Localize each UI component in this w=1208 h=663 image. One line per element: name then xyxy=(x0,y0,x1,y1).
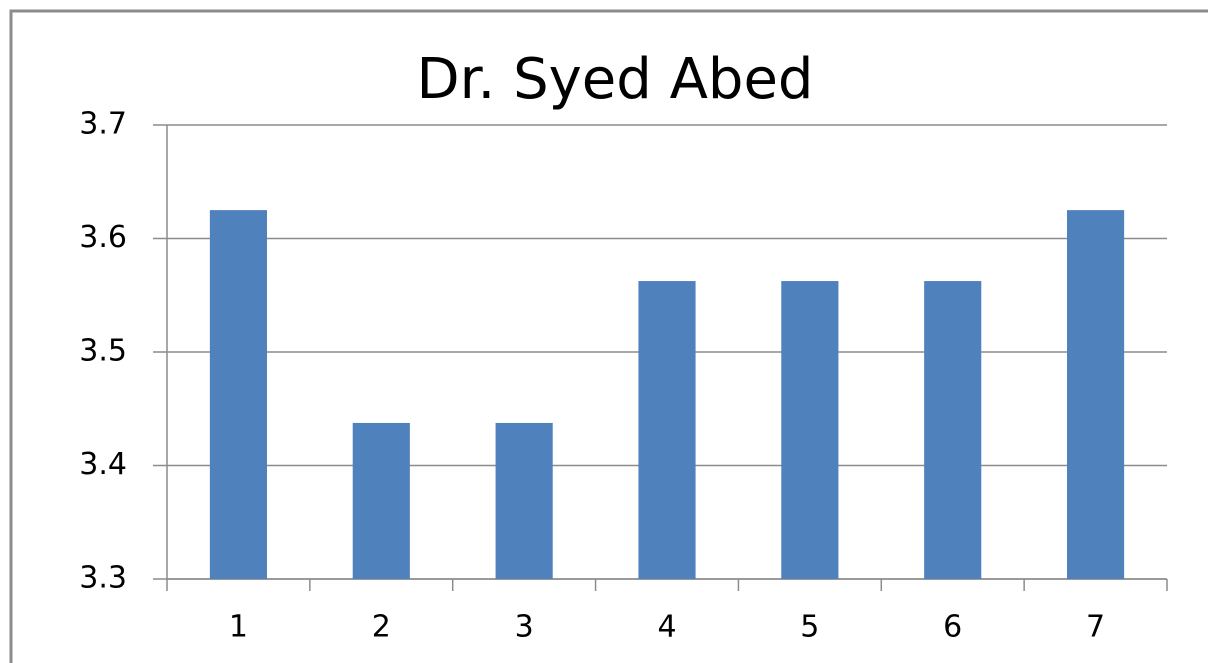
x-tick-label: 2 xyxy=(372,610,391,645)
bar xyxy=(209,210,267,579)
y-tick-label: 3.4 xyxy=(79,447,127,482)
x-tick-label: 4 xyxy=(657,610,676,645)
x-tick-label: 7 xyxy=(1086,610,1105,645)
bar xyxy=(924,281,982,579)
bar xyxy=(1067,210,1125,579)
bar xyxy=(495,422,553,579)
x-tick-label: 5 xyxy=(800,610,819,645)
bar xyxy=(352,422,410,579)
x-tick-label: 1 xyxy=(229,610,248,645)
y-tick-label: 3.6 xyxy=(79,220,127,255)
bar xyxy=(781,281,839,579)
x-tick-label: 6 xyxy=(943,610,962,645)
y-tick-label: 3.3 xyxy=(79,561,127,596)
y-tick-label: 3.5 xyxy=(79,334,127,369)
bar xyxy=(638,281,696,579)
chart-title: Dr. Syed Abed xyxy=(417,47,814,112)
y-tick-label: 3.7 xyxy=(79,107,127,142)
x-tick-label: 3 xyxy=(515,610,534,645)
